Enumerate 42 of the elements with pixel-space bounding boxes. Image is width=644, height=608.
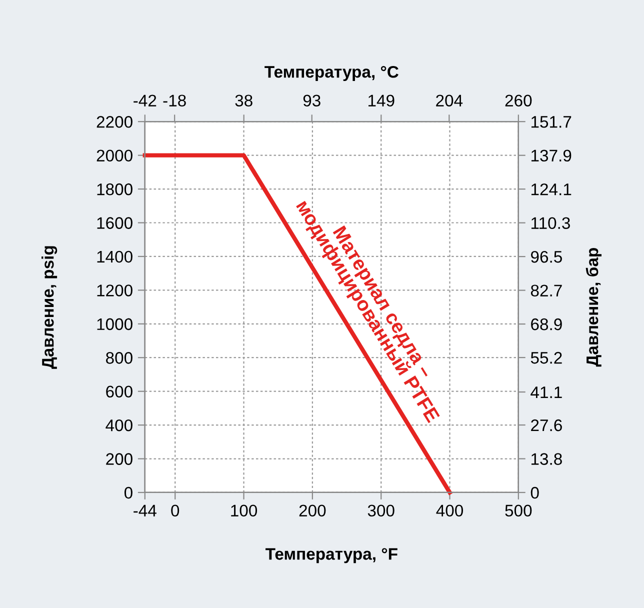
- y2-tick-label: 151.7: [531, 116, 572, 128]
- x2-tick-label: 93: [303, 94, 320, 106]
- y-tick-label: 1600: [97, 217, 132, 229]
- y2-tick-label: 96.5: [531, 250, 562, 263]
- y2-tick-label: 0: [530, 486, 539, 499]
- x-tick-label: 200: [299, 504, 326, 517]
- y2-tick-label: 55.2: [530, 352, 562, 364]
- x-tick-label: 0: [171, 504, 180, 517]
- x-axis-title: Температура, °F: [266, 548, 398, 564]
- x2-tick-label: 149: [368, 94, 394, 106]
- y-tick-label: 400: [106, 419, 132, 432]
- y-tick-label: 2000: [96, 150, 132, 162]
- y-tick-label: 2200: [96, 116, 132, 128]
- y-tick-label: 1800: [97, 183, 132, 196]
- x2-tick-label: 204: [436, 94, 463, 106]
- y2-tick-label: 41.1: [530, 386, 562, 398]
- y-tick-label: 1000: [97, 318, 132, 330]
- y-tick-label: 800: [106, 352, 132, 364]
- y-tick-label: 600: [106, 386, 132, 398]
- y-tick-label: 0: [124, 486, 132, 499]
- y2-tick-label: 124.1: [531, 183, 572, 196]
- x-tick-label: 500: [505, 504, 532, 517]
- x2-tick-label: -18: [163, 94, 186, 106]
- y-axis-title: Давление, psig: [42, 246, 58, 369]
- y2-axis-title: Давление, бар: [586, 248, 602, 367]
- x-tick-label: -44: [134, 504, 156, 516]
- y2-tick-label: 13.8: [531, 453, 562, 465]
- x2-tick-label: -42: [134, 94, 156, 106]
- y2-tick-label: 82.7: [530, 284, 562, 296]
- y-tick-label: 200: [106, 453, 132, 465]
- y2-tick-label: 137.9: [531, 150, 572, 162]
- x-tick-label: 400: [436, 504, 464, 517]
- y2-tick-label: 68.9: [531, 318, 562, 330]
- y-tick-label: 1200: [97, 284, 132, 296]
- y-tick-label: 1400: [97, 250, 132, 263]
- x2-axis-title: Температура, °C: [264, 66, 398, 82]
- x-tick-label: 100: [231, 504, 258, 517]
- x-tick-label: 300: [368, 504, 394, 517]
- x2-tick-label: 260: [505, 94, 532, 106]
- y2-tick-label: 110.3: [531, 217, 570, 230]
- x2-tick-label: 38: [235, 94, 252, 106]
- y2-tick-label: 27.6: [531, 419, 562, 432]
